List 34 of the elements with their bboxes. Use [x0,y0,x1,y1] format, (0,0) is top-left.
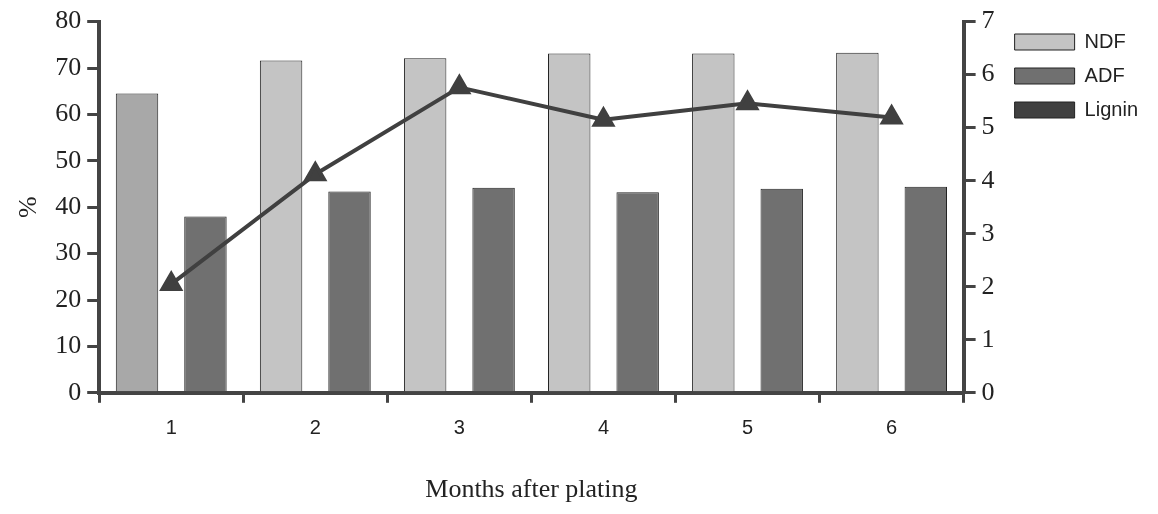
point [448,75,471,95]
y-tick-label: 0 [68,376,82,406]
y-tick-label: 50 [55,144,82,174]
point [736,91,759,111]
y2-tick-label: 2 [981,270,995,300]
x-tick-label: 1 [165,416,177,439]
legend-label: Lignin [1084,97,1139,120]
y-tick-label: 10 [55,330,82,360]
y2-tick-label: 4 [981,164,995,194]
point [591,105,616,127]
y2-tick-label: 6 [981,58,995,88]
point [160,272,182,292]
y2-tick-label: 5 [981,111,995,141]
y2-tick-label: 1 [981,323,995,353]
y-tick-label: 80 [55,5,82,35]
y2-tick-label: 0 [981,376,995,406]
y-tick-label: 60 [55,98,82,128]
y-tick-label: 20 [55,283,82,313]
y-tick-label: 30 [55,237,82,267]
point [304,162,326,182]
x-axis-title: Months after plating [425,474,638,504]
x-tick-label: 6 [886,416,898,439]
legend-label: ADF [1084,63,1125,86]
x-tick-label: 3 [453,416,465,439]
y-tick-label: 40 [55,191,82,221]
y2-tick-label: 7 [981,5,995,35]
y2-tick-label: 3 [981,217,995,247]
x-tick-label: 5 [741,416,754,439]
y-tick-label: 70 [55,51,82,81]
legend-label: NDF [1084,29,1126,52]
y-axis-title: % [13,196,43,219]
point [879,103,904,125]
x-tick-label: 2 [309,416,321,439]
x-tick-label: 4 [597,416,610,439]
